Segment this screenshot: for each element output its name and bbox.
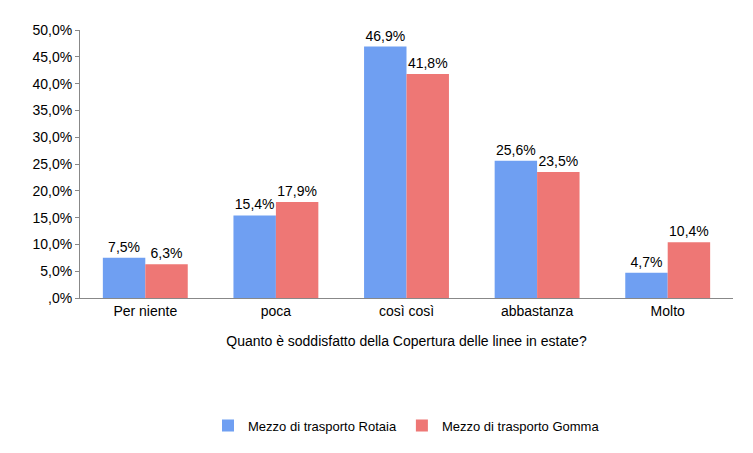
svg-text:Per niente: Per niente [113,303,177,319]
svg-text:abbastanza: abbastanza [501,303,574,319]
svg-text:20,0%: 20,0% [32,183,72,199]
svg-text:15,4%: 15,4% [235,196,275,212]
svg-text:41,8%: 41,8% [408,55,448,71]
svg-text:10,0%: 10,0% [32,236,72,252]
svg-text:6,3%: 6,3% [151,245,183,261]
svg-text:5,0%: 5,0% [40,263,72,279]
svg-text:così così: così così [379,303,434,319]
svg-text:7,5%: 7,5% [108,239,140,255]
svg-text:Mezzo di trasporto Gomma: Mezzo di trasporto Gomma [442,419,600,434]
svg-text:15,0%: 15,0% [32,210,72,226]
svg-text:17,9%: 17,9% [277,183,317,199]
svg-text:35,0%: 35,0% [32,102,72,118]
svg-text:50,0%: 50,0% [32,22,72,38]
svg-text:25,6%: 25,6% [496,142,536,158]
svg-text:45,0%: 45,0% [32,49,72,65]
svg-text:30,0%: 30,0% [32,129,72,145]
svg-text:40,0%: 40,0% [32,76,72,92]
svg-text:Quanto è soddisfatto della Cop: Quanto è soddisfatto della Copertura del… [226,333,587,349]
svg-text:46,9%: 46,9% [365,28,405,44]
svg-text:,0%: ,0% [48,290,72,306]
svg-text:10,4%: 10,4% [669,223,709,239]
svg-text:4,7%: 4,7% [631,254,663,270]
svg-text:Molto: Molto [651,303,685,319]
svg-text:25,0%: 25,0% [32,156,72,172]
svg-text:poca: poca [261,303,292,319]
svg-text:Mezzo di trasporto Rotaia: Mezzo di trasporto Rotaia [248,419,397,434]
svg-text:23,5%: 23,5% [538,153,578,169]
